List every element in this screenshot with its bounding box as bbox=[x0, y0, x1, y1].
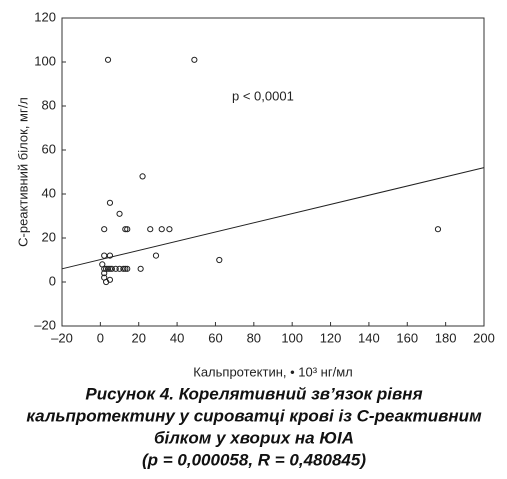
y-tick-label: 40 bbox=[42, 185, 56, 200]
x-tick-label: –20 bbox=[51, 330, 73, 345]
caption-line: кальпротектину у сироватці крові із С-ре… bbox=[26, 406, 482, 425]
point bbox=[152, 252, 160, 259]
point bbox=[137, 265, 144, 272]
y-tick-label: 120 bbox=[34, 9, 56, 24]
x-tick-label: 40 bbox=[170, 330, 184, 345]
point bbox=[158, 226, 165, 233]
x-tick-label: 180 bbox=[435, 330, 457, 345]
point bbox=[106, 276, 114, 283]
point bbox=[101, 270, 108, 277]
y-axis-label: С-реактивний білок, мг/л bbox=[15, 97, 30, 247]
x-tick-label: 120 bbox=[320, 330, 342, 345]
x-tick-label: 100 bbox=[281, 330, 303, 345]
caption-line: (p = 0,000058, R = 0,480845) bbox=[142, 450, 366, 469]
point bbox=[116, 210, 123, 217]
point bbox=[122, 226, 129, 233]
point bbox=[147, 226, 154, 233]
point bbox=[101, 265, 108, 272]
point bbox=[124, 265, 131, 272]
point bbox=[106, 199, 114, 206]
y-tick-label: 20 bbox=[42, 229, 56, 244]
point bbox=[120, 265, 127, 272]
annotation: p < 0,0001 bbox=[232, 88, 294, 103]
caption-line: білком у хворих на ЮІА bbox=[154, 428, 354, 447]
x-tick-label: 0 bbox=[97, 330, 104, 345]
point bbox=[116, 265, 123, 272]
y-tick-label: 100 bbox=[34, 53, 56, 68]
point bbox=[101, 252, 108, 259]
trend-line bbox=[61, 167, 485, 270]
point bbox=[166, 226, 173, 233]
point bbox=[216, 256, 223, 264]
x-tick-label: 140 bbox=[358, 330, 380, 345]
point bbox=[101, 226, 108, 233]
point bbox=[106, 265, 114, 272]
point bbox=[104, 265, 112, 272]
x-tick-label: 20 bbox=[131, 330, 145, 345]
caption-line: Рисунок 4. Корелятивний зв’язок рівня bbox=[85, 384, 422, 403]
x-tick-label: 80 bbox=[247, 330, 261, 345]
y-tick-label: 0 bbox=[49, 273, 56, 288]
y-tick-label: –20 bbox=[34, 317, 56, 332]
x-tick-label: 160 bbox=[396, 330, 418, 345]
point bbox=[124, 226, 131, 233]
y-tick-label: 60 bbox=[42, 141, 56, 156]
point bbox=[122, 265, 129, 272]
plot-frame bbox=[61, 17, 485, 327]
y-tick-label: 80 bbox=[42, 97, 56, 112]
point bbox=[139, 173, 146, 180]
x-axis-label: Кальпротектин, • 10³ нг/мл bbox=[193, 364, 353, 379]
point bbox=[191, 56, 198, 63]
x-tick-label: 60 bbox=[208, 330, 222, 345]
x-tick-label: 200 bbox=[473, 330, 495, 345]
point bbox=[104, 56, 112, 63]
point bbox=[108, 265, 115, 272]
point bbox=[434, 226, 442, 233]
point bbox=[112, 265, 119, 272]
point bbox=[106, 252, 114, 259]
